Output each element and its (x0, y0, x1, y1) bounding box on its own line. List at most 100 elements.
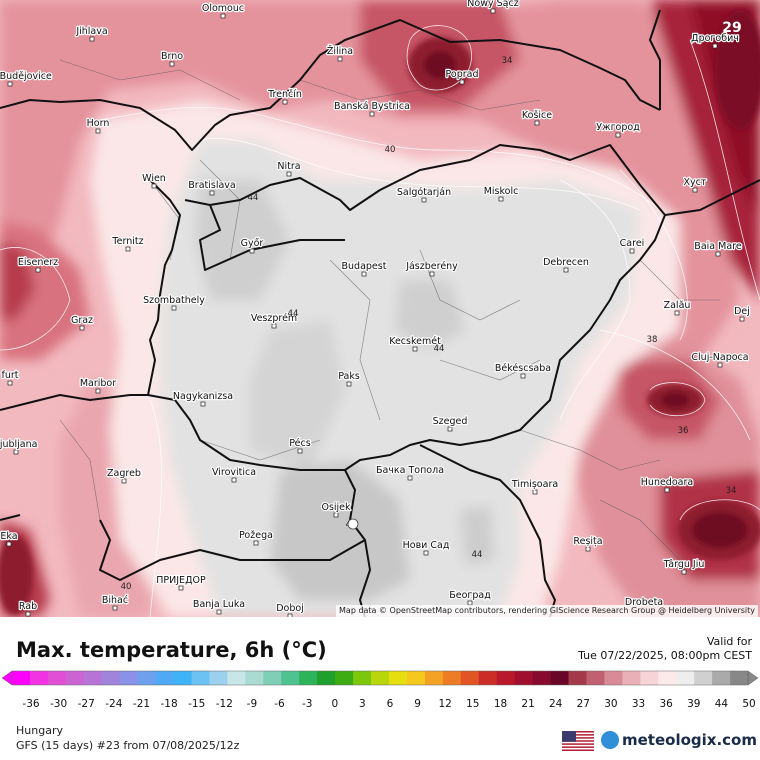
city-label: Eka (0, 531, 17, 542)
city-marker (692, 187, 698, 193)
city-label: Ужгород (596, 122, 640, 133)
valid-for-label: Valid for (706, 635, 752, 648)
city-marker (249, 248, 255, 254)
city-label: Ljubljana (0, 439, 37, 450)
scale-tick-label: 21 (521, 698, 534, 710)
city-marker (459, 79, 465, 85)
city-label-halo: Olomouc (202, 3, 244, 14)
scale-swatch (460, 671, 480, 685)
city-marker (271, 323, 277, 329)
city-label: Carei (620, 238, 645, 249)
city-marker (95, 128, 101, 134)
city-marker (25, 611, 31, 617)
city-label: ПРИЈЕДОР (156, 575, 206, 586)
city-label-halo: Nitra (277, 161, 300, 172)
scale-tick-label: -21 (133, 698, 150, 710)
city-label-halo: Rab (19, 601, 37, 612)
scale-tick-label: -12 (216, 698, 233, 710)
contour-label: 44 (434, 344, 445, 354)
temperature-map[interactable]: Olomouc Olomouc Nowy Sącz Nowy Sącz Jihlava J… (0, 0, 760, 617)
city-label: Szombathely (143, 295, 205, 306)
city-marker (95, 388, 101, 394)
city-marker (490, 8, 496, 14)
city-label-halo: Požega (239, 530, 273, 541)
us-flag-icon[interactable] (562, 731, 594, 751)
model-run-info: GFS (15 days) #23 from 07/08/2025/12z (16, 739, 240, 752)
city-label: Timișoara (511, 479, 558, 490)
scale-tick-label: 6 (387, 698, 394, 710)
corner-value-badge: 29 (722, 20, 741, 36)
city-label-halo: Virovitica (212, 467, 256, 478)
map-title: Max. temperature, 6h (°C) (16, 638, 327, 662)
scale-tick-label: -9 (247, 698, 257, 710)
city-label-halo: Banská Bystrica (334, 101, 410, 112)
city-marker (297, 448, 303, 454)
city-marker (282, 99, 288, 105)
city-marker (712, 43, 718, 49)
scale-swatch (694, 671, 713, 685)
city-marker (346, 381, 352, 387)
city-label-halo: Jászberény (405, 261, 458, 272)
contour-label: 44 (288, 309, 299, 319)
scale-tick-label: -24 (105, 698, 122, 710)
city-label: České Budějovice (0, 70, 52, 82)
city-label-halo: Békéscsaba (495, 363, 551, 374)
city-label-halo: Eka (0, 531, 17, 542)
scale-swatch (299, 671, 318, 685)
scale-swatch (586, 671, 605, 685)
city-label: Cluj-Napoca (691, 352, 748, 363)
contour-label: 40 (121, 582, 132, 592)
city-marker (151, 183, 157, 189)
city-label: Miskolc (484, 186, 519, 197)
city-marker (412, 346, 418, 352)
city-marker (681, 569, 687, 575)
city-label: Београд (449, 590, 491, 601)
city-marker (585, 546, 591, 552)
city-marker (629, 248, 635, 254)
city-label-halo: Žilina (327, 45, 353, 57)
city-label-halo: Београд (449, 590, 491, 601)
scale-swatch (227, 671, 246, 685)
city-label-halo: České Budějovice (0, 70, 52, 82)
city-label-halo: Дрогобич (691, 33, 739, 44)
city-marker (286, 171, 292, 177)
city-marker (253, 540, 259, 546)
city-marker (498, 196, 504, 202)
city-label: Požega (239, 530, 273, 541)
city-marker (615, 132, 621, 138)
scale-swatch (640, 671, 659, 685)
city-marker (407, 475, 413, 481)
admin-boundaries (59, 59, 720, 561)
city-label-halo: Nagykanizsa (173, 391, 233, 402)
city-label-halo: Salgótarján (397, 187, 451, 198)
city-label-halo: Pécs (289, 438, 310, 449)
city-marker (739, 316, 745, 322)
city-label-halo: Veszprém (251, 313, 297, 324)
city-marker (6, 541, 12, 547)
brand-logo[interactable]: meteologix.com (600, 728, 757, 752)
city-label-halo: Baia Mare (694, 241, 742, 252)
city-marker (369, 111, 375, 117)
city-label-halo: furt (2, 370, 19, 381)
